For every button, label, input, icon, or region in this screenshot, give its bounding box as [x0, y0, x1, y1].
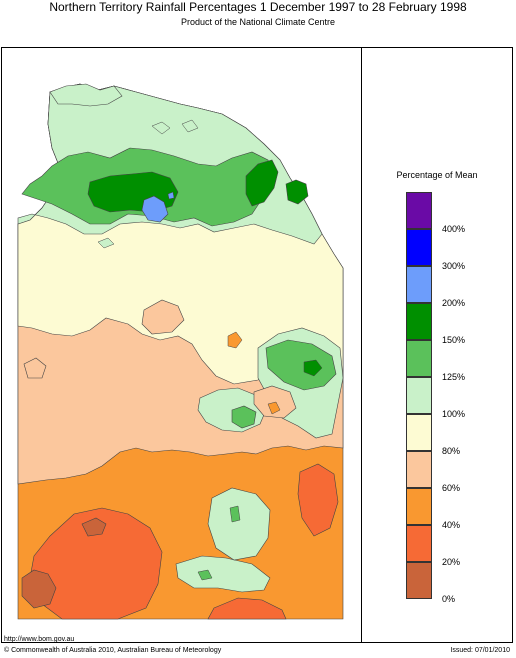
region-20-40-east: [297, 463, 339, 537]
legend-swatch-10: [406, 562, 432, 599]
issued-date: Issued: 07/01/2010: [450, 647, 510, 654]
region-60-80-west: [23, 357, 47, 379]
map-subtitle: Product of the National Climate Centre: [180, 17, 336, 27]
region-150-200-groote: [285, 179, 309, 205]
legend-tick-label: 40%: [442, 520, 461, 530]
legend-swatch-7: [406, 451, 432, 488]
legend-swatch-3: [406, 303, 432, 340]
legend-swatch-0: [406, 192, 432, 229]
region-40-60-spot1: [227, 331, 243, 349]
region-40-60-spot2: [267, 401, 281, 415]
legend-swatch-4: [406, 340, 432, 377]
legend-tick-label: 60%: [442, 483, 461, 493]
legend-swatch-9: [406, 525, 432, 562]
region-125-150-south: [197, 569, 213, 581]
legend-tick-label: 150%: [442, 335, 466, 345]
source-url[interactable]: http://www.bom.gov.au: [4, 636, 75, 643]
map-title: Northern Territory Rainfall Percentages …: [49, 0, 467, 14]
region-60-80-north: [141, 299, 185, 335]
legend-tick-label: 125%: [442, 372, 466, 382]
legend: Percentage of Mean 400% 300% 200% 150% 125% 1…: [362, 48, 512, 642]
tiwi-islands: [49, 83, 123, 107]
region-125-150-central: [231, 405, 257, 429]
legend-swatch-5: [406, 377, 432, 414]
region-125-150-east: [265, 339, 337, 391]
region-125-150-south2: [229, 505, 241, 523]
legend-swatch-8: [406, 488, 432, 525]
legend-tick-label: 80%: [442, 446, 461, 456]
legend-swatch-6: [406, 414, 432, 451]
island-1: [151, 121, 171, 135]
legend-swatch-2: [406, 266, 432, 303]
region-150-200-east: [245, 159, 279, 207]
region-100-125-south2: [207, 487, 271, 561]
legend-tick-label: 0%: [442, 594, 456, 604]
legend-swatch-1: [406, 229, 432, 266]
island-3: [97, 237, 115, 249]
region-0-20-a: [81, 517, 107, 537]
figure-frame: [1, 47, 513, 643]
region-100-125-south: [175, 555, 271, 593]
rainfall-map: [17, 83, 344, 620]
legend-tick-label: 100%: [442, 409, 466, 419]
legend-tick-label: 300%: [442, 261, 466, 271]
region-0-20-b: [21, 569, 57, 609]
legend-tick-label: 200%: [442, 298, 466, 308]
legend-tick-label: 400%: [442, 224, 466, 234]
region-20-40-south: [207, 597, 287, 620]
island-2: [181, 119, 199, 133]
legend-divider: [361, 47, 362, 643]
region-150-200-east-small: [303, 359, 323, 377]
region-200-300: [141, 195, 169, 223]
region-200-300-small: [167, 191, 175, 200]
legend-tick-label: 20%: [442, 557, 461, 567]
copyright: © Commonwealth of Australia 2010, Austra…: [4, 647, 222, 654]
legend-title: Percentage of Mean: [396, 170, 478, 180]
